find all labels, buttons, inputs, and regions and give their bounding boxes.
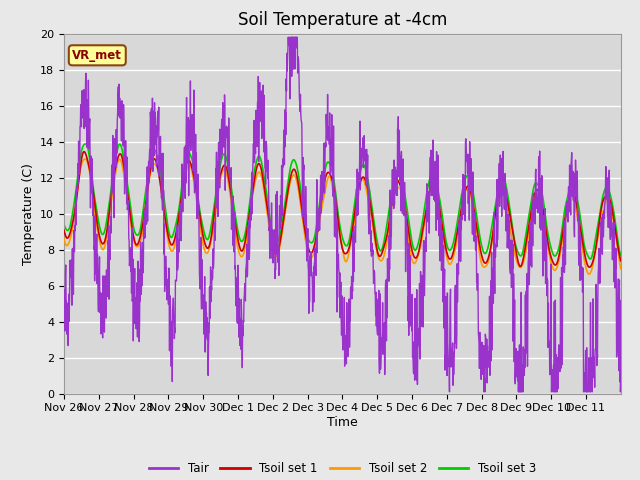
Title: Soil Temperature at -4cm: Soil Temperature at -4cm xyxy=(237,11,447,29)
Y-axis label: Temperature (C): Temperature (C) xyxy=(22,163,35,264)
X-axis label: Time: Time xyxy=(327,416,358,429)
Text: VR_met: VR_met xyxy=(72,49,122,62)
Legend: Tair, Tsoil set 1, Tsoil set 2, Tsoil set 3: Tair, Tsoil set 1, Tsoil set 2, Tsoil se… xyxy=(144,457,541,480)
